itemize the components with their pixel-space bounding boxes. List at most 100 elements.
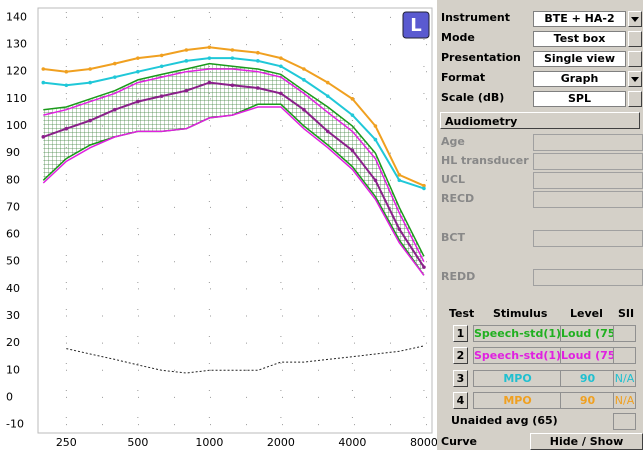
curve-marker	[88, 80, 92, 85]
curve-marker	[279, 64, 283, 69]
dropdown-arrow	[631, 17, 639, 22]
x-tick-label: 2000	[267, 436, 295, 449]
setting-button[interactable]	[628, 51, 642, 67]
y-tick-label: 70	[6, 200, 20, 213]
curve-marker	[397, 173, 402, 177]
side-label: L	[410, 15, 421, 36]
setting-button[interactable]	[628, 31, 642, 47]
setting-button[interactable]	[628, 71, 642, 87]
curve-marker	[159, 64, 164, 69]
curve-marker	[113, 107, 117, 112]
band-upper	[43, 62, 425, 257]
curve-marker	[207, 80, 212, 85]
curve-marker	[256, 86, 260, 90]
curve-marker	[230, 83, 235, 88]
curve-marker	[207, 56, 212, 60]
curve-marker	[256, 59, 260, 63]
curve-marker	[397, 227, 402, 231]
stimulus-cell: Speech-std(1)	[473, 347, 562, 364]
control-panel: Instrument BTE + HA-2 Mode Test box Presenta…	[437, 0, 643, 450]
test-button[interactable]: 2	[453, 347, 468, 364]
setting-label: Mode	[441, 31, 475, 44]
curve-marker	[279, 91, 283, 96]
curve-marker	[373, 124, 378, 128]
y-tick-label: 110	[6, 92, 27, 105]
curve-marker	[136, 56, 140, 60]
level-cell: Loud (75)	[560, 347, 621, 364]
curve-marker	[64, 126, 69, 131]
curve-marker	[302, 107, 306, 112]
field-label: REDD	[441, 270, 476, 283]
setting-value[interactable]: SPL	[533, 91, 626, 107]
y-tick-label: -10	[6, 418, 24, 431]
field-input	[533, 134, 643, 151]
curve-marker	[302, 78, 306, 82]
curve-marker	[279, 56, 283, 60]
field-input	[533, 230, 643, 247]
curve-button[interactable]: Hide / Show	[530, 433, 643, 450]
x-tick-label: 250	[56, 436, 77, 449]
field-input	[533, 172, 643, 189]
band-fill	[43, 63, 424, 276]
table-header: Stimulus	[493, 307, 548, 320]
table-header: Level	[570, 307, 603, 320]
curve-marker	[325, 80, 330, 85]
plot-frame	[37, 7, 433, 434]
curve-marker	[64, 83, 69, 88]
y-tick-label: 120	[6, 65, 27, 78]
side-badge[interactable]	[402, 11, 430, 39]
curve-marker	[113, 75, 117, 79]
level-cell: 90	[560, 370, 615, 387]
stimulus-cell: Speech-std(1)	[473, 325, 562, 342]
curve-marker	[159, 53, 164, 58]
audiometry-button[interactable]: Audiometry	[440, 112, 640, 129]
curve-marker	[302, 67, 306, 71]
curve-marker	[350, 148, 355, 153]
setting-value[interactable]: Single view	[533, 51, 626, 67]
curve-marker	[397, 178, 402, 183]
test-button[interactable]: 4	[453, 392, 468, 409]
x-tick-label: 4000	[338, 436, 366, 449]
curve-marker	[422, 183, 426, 188]
x-tick-label: 500	[127, 436, 148, 449]
y-tick-label: 140	[6, 10, 27, 23]
y-tick-label: 50	[6, 255, 20, 268]
y-tick-label: 90	[6, 146, 20, 159]
y-tick-label: 100	[6, 119, 27, 132]
setting-value[interactable]: BTE + HA-2	[533, 11, 626, 27]
curve-marker	[88, 67, 92, 71]
curve-marker	[230, 56, 235, 60]
setting-label: Presentation	[441, 51, 521, 64]
level-cell: Loud (75)	[560, 325, 621, 342]
setting-button[interactable]	[628, 91, 642, 107]
curve-marker	[41, 67, 46, 71]
test-button[interactable]: 3	[453, 370, 468, 387]
curve-marker	[422, 265, 426, 269]
curve-marker	[325, 129, 330, 134]
sii-cell: N/A	[613, 370, 636, 387]
y-tick-label: 20	[6, 336, 20, 349]
level-cell: 90	[560, 392, 615, 409]
curve-marker	[350, 97, 355, 101]
curve-marker	[422, 186, 426, 191]
unaided-check[interactable]	[613, 413, 636, 430]
setting-button[interactable]	[628, 11, 642, 27]
y-tick-label: 60	[6, 228, 20, 241]
curve-marker	[159, 94, 164, 98]
setting-value[interactable]: Graph	[533, 71, 626, 87]
curve-marker	[184, 59, 189, 63]
dropdown-arrow	[631, 77, 639, 82]
field-input	[533, 269, 643, 286]
curve-marker	[41, 80, 46, 85]
setting-value[interactable]: Test box	[533, 31, 626, 47]
stimulus-cell: MPO	[473, 370, 562, 387]
y-tick-label: 40	[6, 282, 20, 295]
unaided-label: Unaided avg (65)	[451, 414, 558, 427]
curve-marker	[230, 48, 235, 52]
table-header: Test	[449, 307, 475, 320]
band-lower	[42, 106, 425, 276]
x-tick-label: 1000	[195, 436, 223, 449]
curve-marker	[88, 118, 92, 123]
y-tick-label: 30	[6, 309, 20, 322]
test-button[interactable]: 1	[453, 325, 468, 342]
